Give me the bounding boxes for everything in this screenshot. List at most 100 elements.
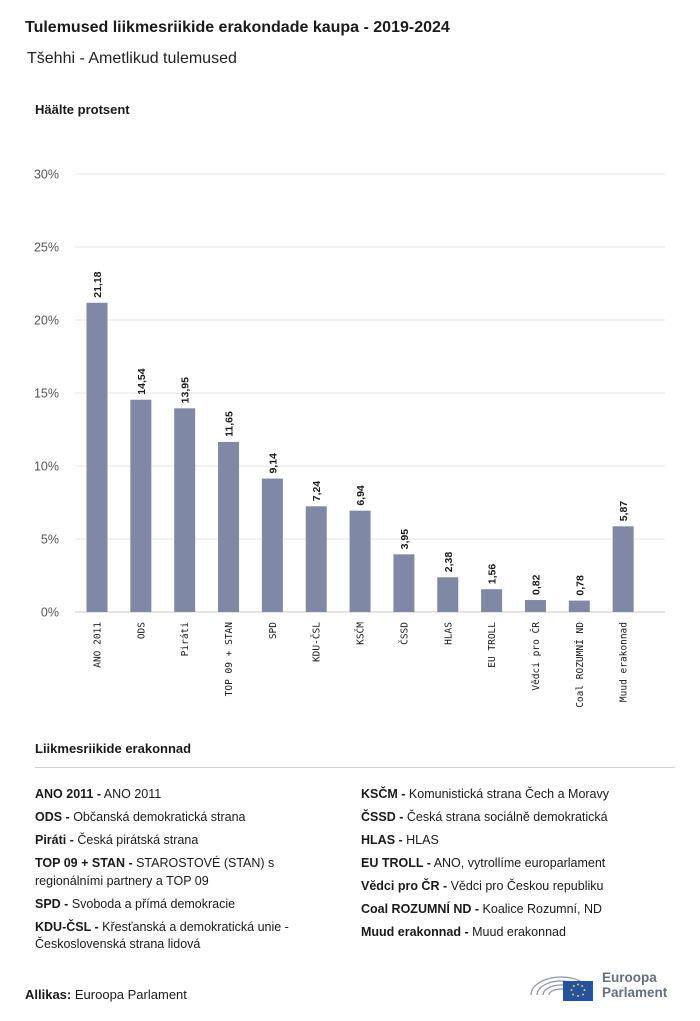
- legend-name: HLAS: [402, 833, 439, 847]
- data-label: 3,95: [399, 529, 411, 550]
- data-label: 0,78: [574, 575, 586, 596]
- legend-name: Vědci pro Českou republiku: [447, 879, 604, 893]
- data-label: 0,82: [530, 574, 542, 595]
- legend-abbr: Piráti -: [35, 833, 74, 847]
- y-tick-label: 15%: [34, 387, 59, 401]
- x-tick-label: TOP 09 + STAN: [224, 622, 235, 697]
- logo-text: Euroopa Parlament: [602, 970, 667, 1000]
- y-axis-label: Häälte protsent: [35, 102, 130, 117]
- legend-abbr: Coal ROZUMNÍ ND -: [361, 902, 480, 916]
- x-tick-label: SPD: [268, 622, 279, 639]
- legend-item: ANO 2011 - ANO 2011: [35, 786, 335, 804]
- bar: [437, 577, 459, 612]
- legend-item: ODS - Občanská demokratická strana: [35, 809, 335, 827]
- legend-name: Občanská demokratická strana: [69, 810, 246, 824]
- x-tick-label: Coal ROZUMNÍ ND: [574, 622, 586, 708]
- legend-name: Křesťanská a demokratická unie - Českosl…: [35, 919, 289, 952]
- legend-name: Česká strana sociálně demokratická: [403, 810, 608, 824]
- y-tick-label: 0%: [41, 606, 59, 620]
- y-tick-label: 10%: [34, 460, 59, 474]
- x-tick-label: ODS: [136, 622, 147, 639]
- data-label: 2,38: [443, 552, 455, 573]
- data-label: 6,94: [355, 485, 367, 506]
- x-tick-label: HLAS: [443, 622, 454, 645]
- legend-item: EU TROLL - ANO, vytrollíme europarlament: [361, 855, 681, 873]
- legend-name: ANO, vytrollíme europarlament: [430, 856, 606, 870]
- y-tick-label: 30%: [34, 168, 59, 182]
- legend-abbr: ČSSD -: [361, 810, 404, 824]
- y-tick-label: 20%: [34, 314, 59, 328]
- legend-abbr: ANO 2011 -: [35, 787, 102, 801]
- data-label: 9,14: [267, 453, 279, 474]
- data-label: 14,54: [136, 368, 148, 394]
- legend-item: Vědci pro ČR - Vědci pro Českou republik…: [361, 878, 681, 896]
- bar: [481, 589, 503, 612]
- source-note: Allikas: Euroopa Parlament: [25, 987, 187, 1002]
- bar: [349, 510, 371, 612]
- x-tick-label: ČSSD: [398, 622, 410, 645]
- legend-abbr: HLAS -: [361, 833, 403, 847]
- legend-item: TOP 09 + STAN - STAROSTOVÉ (STAN) s regi…: [35, 855, 335, 890]
- legend-title: Liikmesriikide erakonnad: [35, 741, 192, 756]
- x-tick-label: Vědci pro ČR: [530, 622, 542, 691]
- bar: [524, 600, 546, 612]
- legend-abbr: KDU-ČSL -: [35, 919, 99, 934]
- x-tick-label: Muud erakonnad: [619, 622, 630, 702]
- legend-name: ANO 2011: [101, 787, 162, 801]
- legend-abbr: TOP 09 + STAN -: [35, 856, 133, 870]
- data-label: 11,65: [224, 411, 236, 437]
- legend-item: SPD - Svoboda a přímá demokracie: [35, 896, 335, 914]
- bar-chart: 0% 5% 10% 15% 20% 25% 30% 21,18 ANO 2011 14,54 ODS…: [34, 168, 665, 708]
- data-label: 21,18: [92, 271, 104, 297]
- legend-column-right: KSČM - Komunistická strana Čech a Moravy…: [361, 786, 681, 947]
- y-tick-label: 5%: [41, 533, 59, 547]
- legend-name: Česká pirátská strana: [73, 833, 199, 847]
- legend-name: Komunistická strana Čech a Moravy: [405, 787, 610, 801]
- legend-item: KSČM - Komunistická strana Čech a Moravy: [361, 786, 681, 804]
- legend-abbr: EU TROLL -: [361, 856, 431, 870]
- bar: [305, 506, 327, 612]
- bar: [130, 399, 152, 612]
- legend-item: Piráti - Česká pirátská strana: [35, 832, 335, 850]
- x-tick-label: ANO 2011: [93, 622, 104, 668]
- legend-item: Muud erakonnad - Muud erakonnad: [361, 924, 681, 942]
- logo-line1: Euroopa: [602, 970, 657, 985]
- legend-divider: [35, 767, 675, 768]
- bar: [261, 478, 283, 612]
- bar: [568, 600, 590, 612]
- bar: [86, 302, 108, 612]
- legend-name: Svoboda a přímá demokracie: [68, 896, 236, 911]
- european-parliament-logo: [530, 976, 593, 1001]
- legend-abbr: SPD -: [35, 896, 69, 911]
- legend-item: HLAS - HLAS: [361, 832, 681, 850]
- logo-line2: Parlament: [602, 985, 668, 1000]
- legend-item: Coal ROZUMNÍ ND - Koalice Rozumní, ND: [361, 901, 681, 919]
- bar: [393, 554, 415, 612]
- data-label: 13,95: [180, 377, 192, 403]
- bar: [218, 441, 240, 612]
- data-label: 7,24: [311, 481, 323, 502]
- bar: [612, 526, 634, 612]
- x-tick-label: EU TROLL: [487, 622, 498, 668]
- y-tick-label: 25%: [34, 241, 59, 255]
- chart-subtitle: Tšehhi - Ametlikud tulemused: [27, 50, 237, 67]
- legend-name: Muud erakonnad: [468, 925, 566, 939]
- x-tick-label: KDU-ČSL: [311, 622, 323, 662]
- legend-abbr: ODS -: [35, 810, 70, 824]
- legend-name: Koalice Rozumní, ND: [479, 902, 603, 916]
- x-tick-label: Piráti: [180, 622, 191, 657]
- legend-item: ČSSD - Česká strana sociálně demokratick…: [361, 809, 681, 827]
- bar: [174, 408, 196, 612]
- x-tick-label: KSČM: [355, 622, 367, 645]
- data-label: 1,56: [487, 564, 499, 585]
- source-label: Allikas:: [25, 987, 72, 1002]
- legend-item: KDU-ČSL - Křesťanská a demokratická unie…: [35, 919, 335, 954]
- data-label: 5,87: [618, 501, 630, 522]
- legend-abbr: Vědci pro ČR -: [361, 879, 448, 893]
- legend-abbr: Muud erakonnad -: [361, 925, 469, 939]
- legend-column-left: ANO 2011 - ANO 2011 ODS - Občanská demokr…: [35, 786, 335, 959]
- legend-abbr: KSČM -: [361, 787, 406, 801]
- chart-title: Tulemused liikmesriikide erakondade kaup…: [25, 19, 450, 36]
- source-value: Euroopa Parlament: [74, 987, 187, 1002]
- legend-name: STAROSTOVÉ (STAN) s regionálními partner…: [35, 856, 275, 888]
